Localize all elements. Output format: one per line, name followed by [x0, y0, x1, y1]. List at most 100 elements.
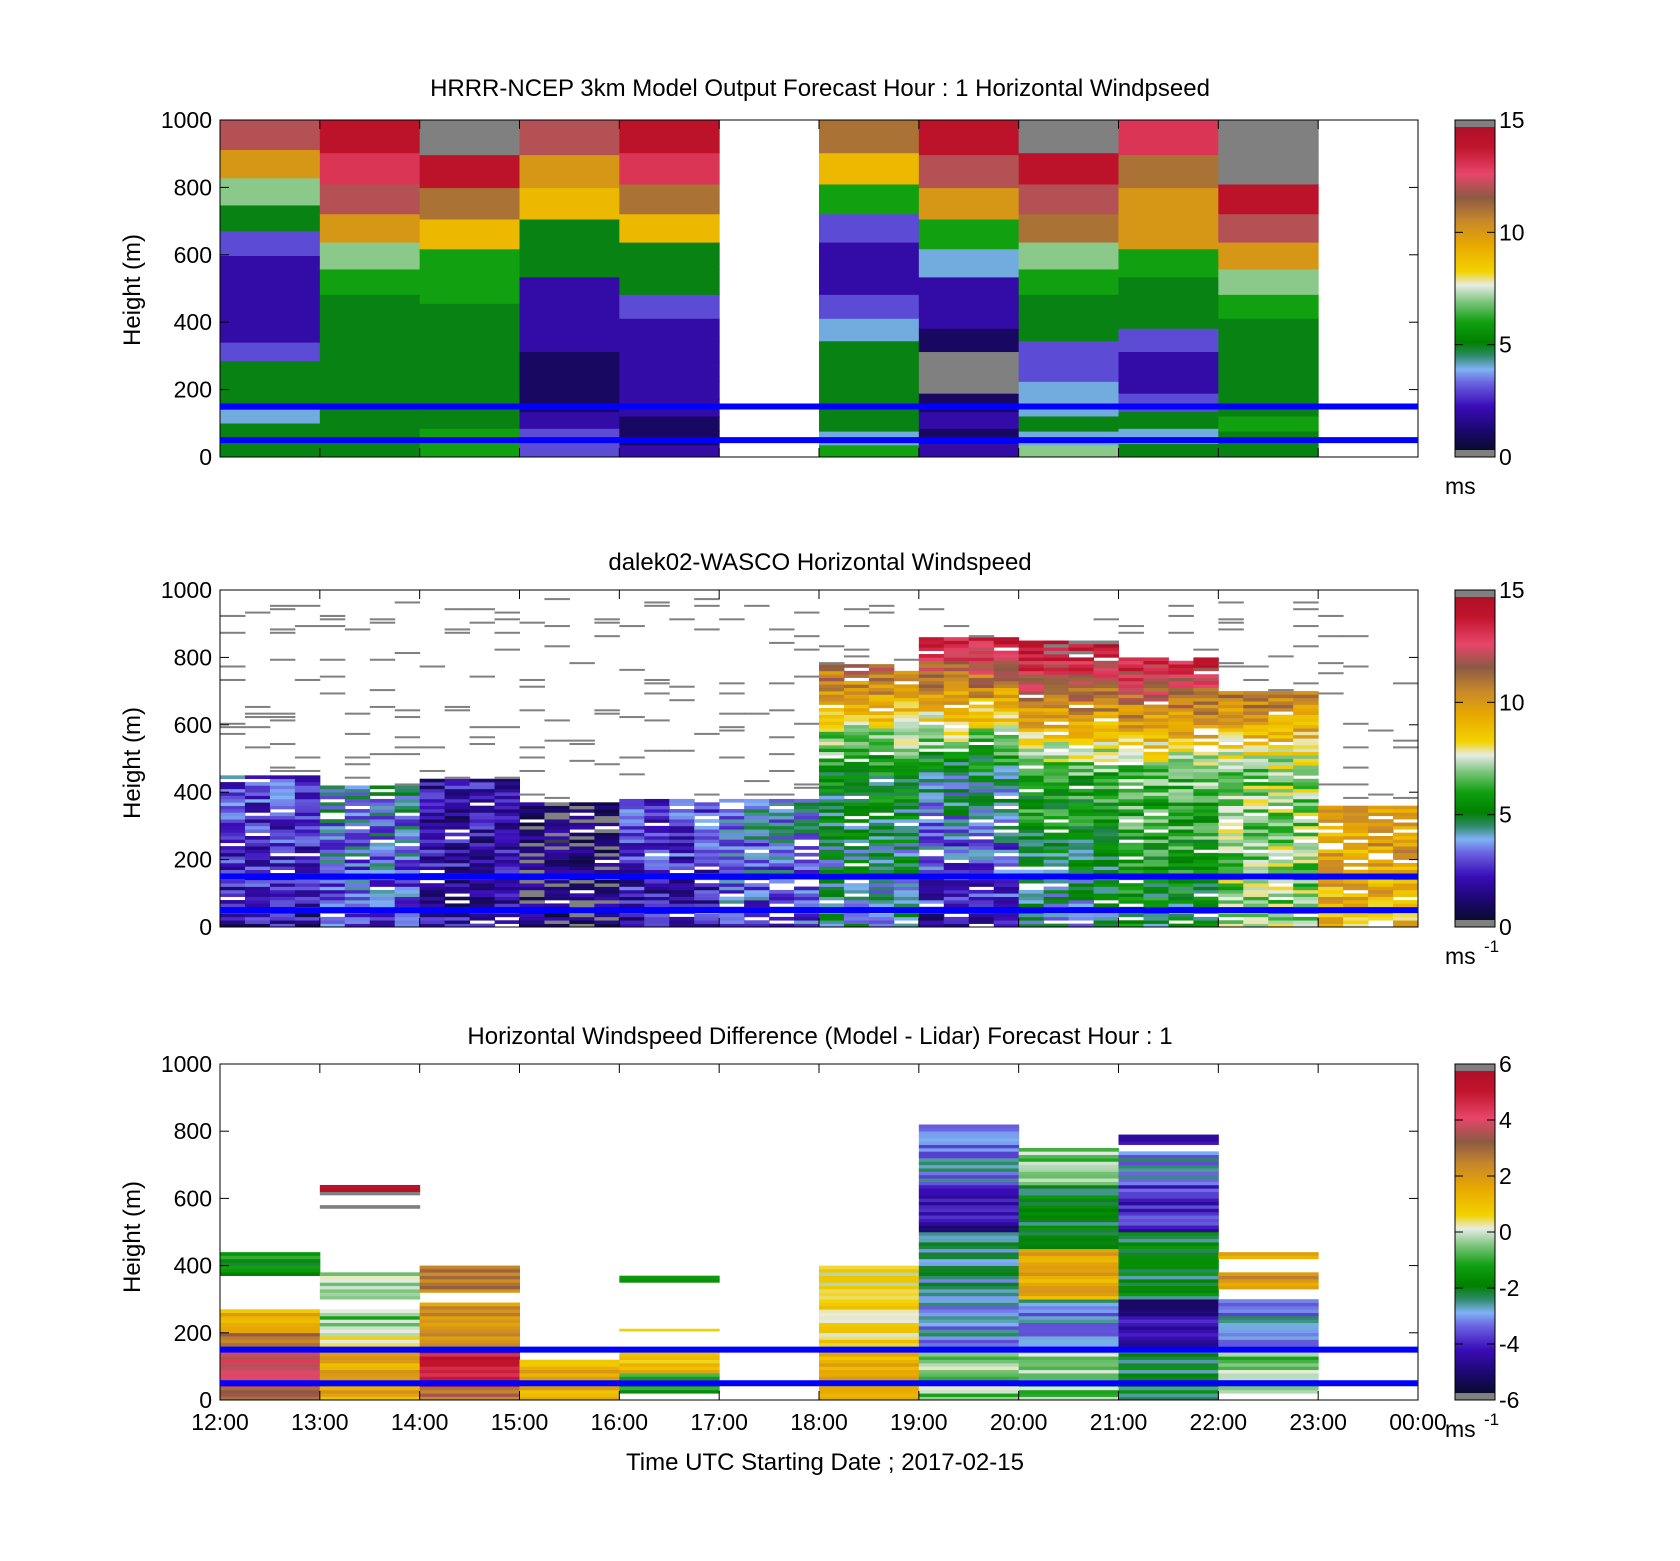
- heatmap-cell: [1193, 718, 1219, 722]
- heatmap-cell: [1068, 856, 1095, 860]
- heatmap-cell: [893, 697, 920, 702]
- heatmap-cell: [893, 846, 920, 850]
- heatmap-cell: [269, 628, 296, 631]
- heatmap-cell: [1193, 734, 1219, 739]
- heatmap-cell: [1168, 687, 1194, 692]
- heatmap-cell: [1168, 755, 1194, 759]
- heatmap-cell: [594, 846, 620, 850]
- heatmap-cell: [918, 1332, 1020, 1337]
- heatmap-cell: [344, 802, 371, 806]
- heatmap-cell: [968, 707, 995, 712]
- heatmap-cell: [794, 812, 820, 817]
- heatmap-cell: [444, 879, 471, 884]
- heatmap-cell: [918, 832, 945, 837]
- heatmap-cell: [519, 805, 545, 810]
- heatmap-cell: [619, 120, 720, 154]
- heatmap-cell: [893, 694, 920, 699]
- heatmap-cell: [594, 712, 620, 715]
- heatmap-cell: [369, 849, 396, 854]
- heatmap-cell: [1043, 707, 1070, 712]
- heatmap-cell: [394, 869, 421, 874]
- heatmap-cell: [394, 785, 421, 790]
- heatmap-cell: [444, 832, 471, 837]
- heatmap-cell: [843, 916, 870, 921]
- heatmap-cell: [1193, 805, 1219, 810]
- heatmap-cell: [1068, 697, 1095, 702]
- heatmap-cell: [644, 842, 670, 847]
- heatmap-cell: [1368, 866, 1394, 871]
- heatmap-cell: [519, 218, 620, 250]
- heatmap-cell: [1168, 819, 1194, 823]
- heatmap-cell: [220, 1268, 321, 1273]
- heatmap-cell: [419, 798, 446, 803]
- heatmap-cell: [1018, 849, 1045, 854]
- heatmap-cell: [893, 866, 920, 871]
- heatmap-cell: [918, 829, 945, 833]
- heatmap-cell: [918, 248, 1020, 278]
- heatmap-cell: [893, 751, 920, 756]
- heatmap-cell: [918, 1258, 1020, 1263]
- heatmap-cell: [1118, 812, 1144, 817]
- heatmap-cell: [1093, 809, 1119, 813]
- heatmap-cell: [1268, 913, 1294, 918]
- heatmap-cell: [968, 815, 995, 820]
- heatmap-cell: [1218, 1319, 1319, 1324]
- heatmap-cell: [294, 889, 321, 894]
- heatmap-cell: [419, 1282, 520, 1287]
- heatmap-cell: [868, 765, 895, 769]
- heatmap-cell: [1118, 728, 1144, 732]
- heatmap-cell: [419, 351, 520, 374]
- heatmap-cell: [1243, 718, 1269, 722]
- heatmap-cell: [893, 849, 920, 854]
- heatmap-cell: [1218, 1322, 1319, 1327]
- heatmap-cell: [719, 852, 745, 857]
- heatmap-cell: [993, 711, 1020, 715]
- heatmap-cell: [943, 819, 970, 823]
- heatmap-cell: [744, 832, 770, 837]
- heatmap-cell: [344, 903, 371, 908]
- heatmap-cell: [444, 815, 471, 820]
- heatmap-cell: [594, 886, 620, 891]
- heatmap-cell: [819, 697, 845, 702]
- heatmap-cell: [843, 608, 870, 611]
- heatmap-cell: [1168, 866, 1194, 871]
- heatmap-cell: [1243, 711, 1269, 715]
- heatmap-cell: [344, 913, 371, 918]
- heatmap-cell: [1093, 751, 1119, 756]
- colorbar-tick-label: 0: [1499, 444, 1512, 470]
- heatmap-cell: [943, 741, 970, 746]
- heatmap-cell: [843, 771, 870, 776]
- heatmap-cell: [1268, 738, 1294, 742]
- heatmap-cell: [819, 340, 920, 363]
- heatmap-cell: [1243, 782, 1269, 786]
- heatmap-cell: [419, 1312, 520, 1317]
- heatmap-cell: [719, 822, 745, 827]
- heatmap-cell: [1168, 916, 1194, 921]
- heatmap-cell: [968, 866, 995, 871]
- heatmap-cell: [1293, 856, 1319, 860]
- heatmap-cell: [644, 812, 670, 817]
- heatmap-cell: [1143, 792, 1169, 796]
- heatmap-cell: [319, 792, 346, 796]
- heatmap-cell: [1218, 745, 1244, 749]
- heatmap-cell: [1368, 889, 1394, 894]
- heatmap-cell: [419, 856, 446, 860]
- heatmap-cell: [1243, 728, 1269, 732]
- heatmap-cell: [519, 793, 545, 796]
- heatmap-cell: [269, 716, 296, 719]
- heatmap-cell: [1368, 819, 1394, 823]
- heatmap-cell: [968, 916, 995, 921]
- heatmap-cell: [968, 771, 995, 776]
- heatmap-cell: [943, 680, 970, 685]
- heatmap-cell: [544, 856, 570, 860]
- heatmap-cell: [619, 1356, 720, 1360]
- heatmap-cell: [1018, 1151, 1119, 1156]
- heatmap-cell: [1268, 728, 1294, 732]
- heatmap-cell: [1393, 825, 1419, 830]
- heatmap-cell: [819, 381, 920, 400]
- heatmap-cell: [694, 859, 720, 864]
- heatmap-cell: [419, 1332, 520, 1337]
- heatmap-cell: [519, 328, 620, 353]
- heatmap-cell: [968, 721, 995, 726]
- heatmap-cell: [1268, 832, 1294, 837]
